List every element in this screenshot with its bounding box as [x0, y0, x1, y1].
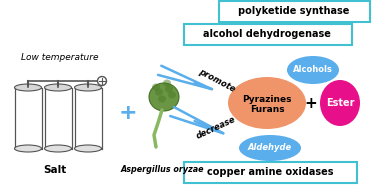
- Ellipse shape: [149, 83, 179, 111]
- Ellipse shape: [34, 104, 38, 107]
- Ellipse shape: [90, 106, 100, 115]
- Bar: [75, 88, 101, 149]
- Ellipse shape: [85, 114, 89, 117]
- Ellipse shape: [29, 102, 40, 110]
- FancyBboxPatch shape: [184, 161, 357, 183]
- Ellipse shape: [51, 131, 63, 139]
- Text: polyketide synthase: polyketide synthase: [238, 6, 350, 16]
- Ellipse shape: [29, 118, 33, 121]
- Text: copper amine oxidases: copper amine oxidases: [207, 167, 333, 177]
- Ellipse shape: [48, 121, 59, 129]
- Ellipse shape: [77, 106, 88, 114]
- Text: Alcohols: Alcohols: [293, 66, 333, 74]
- Ellipse shape: [48, 120, 59, 128]
- Ellipse shape: [48, 98, 59, 106]
- Ellipse shape: [63, 124, 67, 127]
- Text: Pyrazines: Pyrazines: [242, 94, 292, 104]
- Text: alcohol dehydrogenase: alcohol dehydrogenase: [203, 29, 331, 39]
- Ellipse shape: [78, 100, 88, 109]
- Bar: [15, 88, 41, 149]
- Ellipse shape: [87, 126, 97, 134]
- Ellipse shape: [228, 77, 306, 129]
- Text: Ester: Ester: [326, 98, 354, 108]
- Ellipse shape: [25, 133, 28, 136]
- FancyBboxPatch shape: [184, 23, 351, 44]
- Ellipse shape: [15, 145, 41, 152]
- Bar: [44, 88, 72, 149]
- Ellipse shape: [44, 84, 72, 91]
- Ellipse shape: [28, 133, 32, 136]
- Ellipse shape: [87, 99, 98, 107]
- Ellipse shape: [44, 145, 72, 152]
- Ellipse shape: [25, 115, 35, 124]
- Ellipse shape: [24, 120, 34, 129]
- Ellipse shape: [15, 84, 41, 91]
- Ellipse shape: [320, 80, 360, 126]
- FancyBboxPatch shape: [219, 1, 370, 22]
- Ellipse shape: [81, 112, 92, 120]
- Ellipse shape: [155, 88, 163, 95]
- Ellipse shape: [52, 101, 56, 104]
- Ellipse shape: [23, 131, 35, 139]
- Text: decrease: decrease: [195, 115, 238, 141]
- Ellipse shape: [158, 95, 166, 102]
- Ellipse shape: [75, 145, 101, 152]
- Ellipse shape: [90, 131, 94, 134]
- Ellipse shape: [56, 127, 60, 130]
- Ellipse shape: [53, 124, 57, 127]
- Circle shape: [97, 77, 107, 85]
- Ellipse shape: [82, 108, 85, 112]
- Ellipse shape: [94, 109, 98, 113]
- Ellipse shape: [56, 134, 60, 137]
- Ellipse shape: [32, 101, 36, 104]
- Ellipse shape: [20, 131, 31, 139]
- Text: Low temperature: Low temperature: [21, 53, 99, 63]
- Ellipse shape: [75, 84, 101, 91]
- Ellipse shape: [287, 56, 339, 84]
- Text: promote: promote: [197, 67, 236, 93]
- Ellipse shape: [82, 102, 85, 106]
- Ellipse shape: [52, 122, 56, 126]
- Ellipse shape: [27, 99, 38, 107]
- Text: +: +: [119, 103, 137, 123]
- Ellipse shape: [28, 123, 32, 127]
- Ellipse shape: [165, 85, 173, 92]
- Ellipse shape: [53, 125, 56, 128]
- Ellipse shape: [152, 84, 160, 91]
- Ellipse shape: [30, 98, 41, 106]
- Text: Aldehyde: Aldehyde: [248, 143, 292, 153]
- Text: Aspergillus oryzae: Aspergillus oryzae: [120, 166, 204, 174]
- Ellipse shape: [59, 122, 70, 130]
- Ellipse shape: [239, 135, 301, 161]
- Ellipse shape: [168, 91, 176, 98]
- Ellipse shape: [51, 124, 62, 132]
- Ellipse shape: [92, 101, 96, 104]
- Ellipse shape: [163, 80, 171, 87]
- Ellipse shape: [91, 128, 95, 131]
- Text: +: +: [305, 95, 317, 111]
- Text: Furans: Furans: [250, 105, 284, 114]
- Ellipse shape: [34, 100, 38, 104]
- Ellipse shape: [85, 128, 96, 137]
- Text: Salt: Salt: [43, 165, 67, 175]
- Ellipse shape: [48, 122, 59, 130]
